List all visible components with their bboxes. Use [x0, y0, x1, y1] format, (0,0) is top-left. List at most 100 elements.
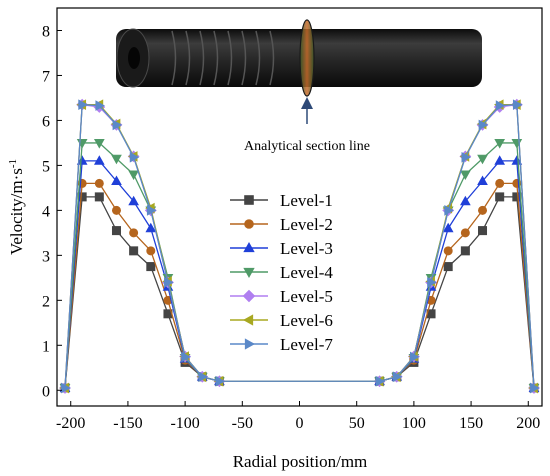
y-tick-label: 2	[42, 293, 50, 310]
legend-label: Level-5	[280, 287, 333, 306]
y-tick-label: 7	[42, 68, 50, 85]
data-point	[443, 262, 453, 272]
data-point	[164, 276, 174, 288]
legend-label: Level-7	[280, 335, 333, 354]
data-point	[444, 205, 454, 216]
legend: Level-1 Level-2 Level-3 Level-4 Level-5 Level…	[230, 191, 333, 354]
data-point	[78, 99, 88, 111]
legend-item-level-7: Level-7	[230, 335, 333, 354]
x-tick-label: 200	[516, 415, 540, 432]
data-point	[511, 155, 523, 165]
data-point	[460, 246, 470, 256]
data-point	[460, 228, 470, 238]
data-point	[76, 139, 88, 149]
legend-item-level-2: Level-2	[230, 215, 333, 234]
series-line	[64, 104, 535, 389]
y-tick-label: 0	[42, 383, 50, 400]
x-tick-label: -50	[232, 415, 253, 432]
data-point	[111, 175, 122, 186]
data-point	[495, 178, 505, 188]
y-axis-label: Velocity/m·s-1	[7, 159, 26, 255]
legend-marker	[243, 241, 255, 253]
legend-item-level-6: Level-6	[230, 311, 333, 330]
data-point	[128, 195, 139, 206]
cylinder-rings	[171, 30, 275, 86]
x-tick-label: 100	[402, 415, 426, 432]
legend-label: Level-3	[280, 239, 333, 258]
data-point	[94, 192, 104, 202]
y-tick-label: 5	[42, 158, 50, 175]
data-point	[512, 99, 523, 111]
legend-marker	[244, 338, 256, 350]
data-point	[129, 246, 139, 256]
x-tick-label: 0	[296, 415, 304, 432]
legend-marker	[242, 314, 254, 326]
data-point	[410, 351, 420, 363]
x-tick-label: -100	[170, 415, 199, 432]
data-point	[146, 262, 156, 272]
y-axis-label-main: Velocity/m·s	[7, 168, 26, 255]
x-tick-label: -200	[56, 415, 85, 432]
y-tick-label: 8	[42, 23, 50, 40]
legend-marker	[243, 267, 255, 279]
data-point	[181, 351, 191, 363]
legend-label: Level-6	[280, 311, 333, 330]
y-tick-label: 4	[42, 203, 50, 220]
legend-marker	[244, 219, 254, 229]
data-point	[477, 175, 488, 186]
legend-item-level-5: Level-5	[230, 287, 333, 306]
data-point	[94, 178, 104, 188]
x-tick-label: 150	[459, 415, 483, 432]
data-point	[111, 205, 121, 215]
section-annotation: Analytical section line	[244, 139, 370, 154]
legend-marker	[244, 195, 254, 205]
y-tick-label: 1	[42, 338, 50, 355]
data-point	[477, 154, 488, 165]
series-level-2	[60, 178, 539, 393]
data-point	[495, 100, 506, 111]
section-band	[299, 19, 315, 97]
data-point	[146, 205, 157, 216]
data-point	[494, 139, 506, 149]
data-point	[111, 154, 122, 165]
data-point	[112, 119, 123, 131]
data-point	[530, 382, 540, 394]
data-point	[494, 155, 506, 165]
data-point	[146, 246, 156, 256]
y-tick-label: 6	[42, 113, 50, 130]
legend-item-level-1: Level-1	[230, 191, 333, 210]
x-tick-label: 50	[349, 415, 365, 432]
cylinder-illustration	[116, 19, 482, 124]
legend-item-level-3: Level-3	[230, 239, 333, 258]
legend-label: Level-4	[280, 263, 333, 282]
data-point	[95, 100, 105, 111]
data-point	[461, 151, 472, 163]
data-point	[145, 222, 157, 233]
data-point	[93, 155, 105, 165]
y-axis-label-sup: -1	[7, 159, 19, 168]
data-point	[460, 170, 471, 181]
y-tick-label: 3	[42, 248, 50, 265]
data-point	[478, 119, 489, 131]
data-point	[215, 375, 226, 387]
data-point	[93, 139, 105, 149]
legend-marker	[242, 289, 256, 303]
data-point	[460, 195, 471, 206]
x-tick-label: -150	[113, 415, 142, 432]
x-axis-label: Radial position/mm	[233, 452, 368, 471]
data-point	[61, 382, 71, 394]
legend-label: Level-1	[280, 191, 333, 210]
series-level-7	[61, 99, 540, 394]
data-point	[111, 226, 121, 236]
data-point	[511, 139, 523, 149]
data-point	[495, 192, 505, 202]
data-point	[392, 371, 403, 383]
data-point	[76, 155, 88, 165]
series-layer	[59, 98, 540, 394]
data-point	[375, 375, 386, 387]
data-point	[128, 170, 139, 181]
data-point	[129, 151, 140, 163]
legend-label: Level-2	[280, 215, 333, 234]
data-point	[129, 228, 139, 238]
